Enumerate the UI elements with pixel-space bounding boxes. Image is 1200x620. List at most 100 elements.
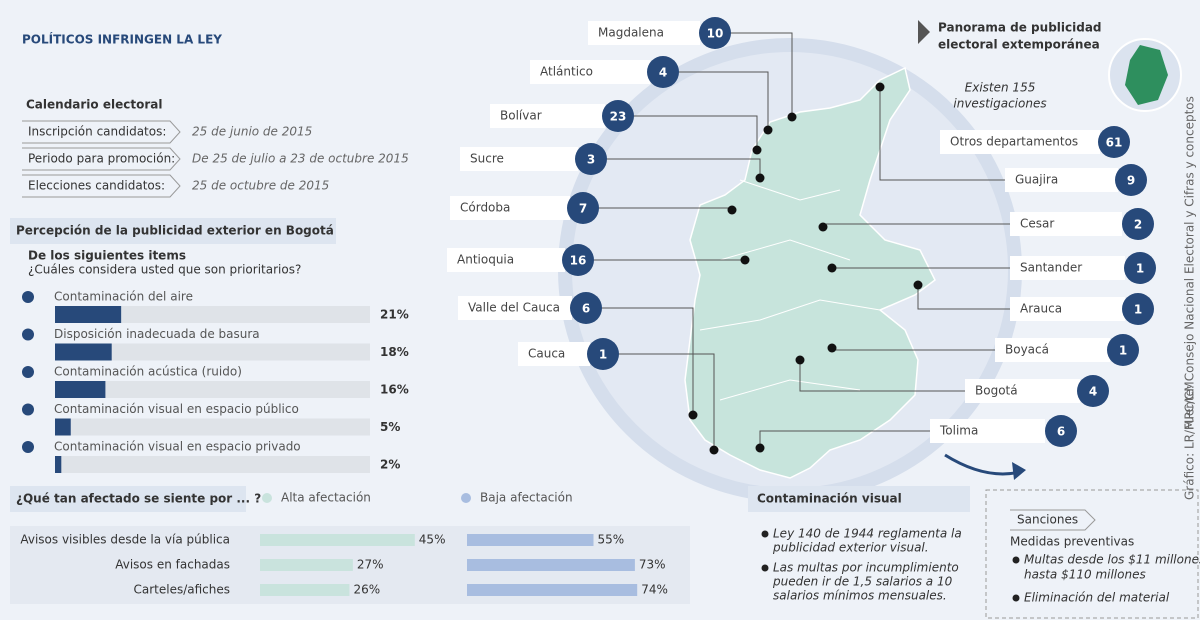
- department-count: 1: [1134, 303, 1142, 317]
- bar: [260, 559, 353, 571]
- map-dot: [763, 125, 773, 135]
- label-box: [995, 338, 1110, 362]
- department-name: Magdalena: [598, 26, 664, 40]
- department-count: 4: [659, 66, 667, 80]
- bullet: [1012, 556, 1020, 564]
- department-name: Córdoba: [460, 201, 510, 215]
- value-label: 2%: [380, 458, 400, 472]
- label-box: [518, 342, 590, 366]
- map-dot: [913, 280, 923, 290]
- legend-swatch: [461, 493, 471, 503]
- label-box: [1010, 297, 1125, 321]
- department-count: 1: [1136, 262, 1144, 276]
- sanctions-subtitle: Medidas preventivas: [1010, 535, 1134, 549]
- section-title: Calendario electoral: [26, 98, 162, 112]
- department-name: Tolima: [939, 424, 978, 438]
- department-name: Bolívar: [500, 109, 542, 123]
- bullet-text: salarios mínimos mensuales.: [773, 589, 947, 603]
- value-label: 27%: [357, 558, 384, 572]
- department-name: Atlántico: [540, 65, 593, 79]
- category-label: Disposición inadecuada de basura: [54, 327, 260, 341]
- category-label: Avisos en fachadas: [115, 558, 230, 572]
- map-borders: [699, 179, 881, 401]
- bullet: [22, 366, 34, 378]
- row-bracket: [22, 120, 181, 144]
- bullet-text: Multas desde los $11 millones: [1024, 553, 1200, 567]
- map-dot: [755, 443, 765, 453]
- tag-bracket: [1010, 509, 1096, 531]
- bar: [260, 534, 415, 546]
- map-dot: [818, 222, 828, 232]
- value-label: 45%: [419, 533, 446, 547]
- count-circle: [647, 56, 679, 88]
- total: Existen 155: [965, 81, 1036, 95]
- department-name: Arauca: [1020, 302, 1062, 316]
- category-label: Contaminación visual en espacio privado: [54, 440, 301, 454]
- department-count: 2: [1134, 218, 1142, 232]
- count-circle: [1098, 126, 1130, 158]
- calendar-label: Elecciones candidatos:: [28, 179, 165, 193]
- legend-label: Alta afectación: [281, 491, 371, 505]
- label-box: [1010, 256, 1125, 280]
- section-title: Contaminación visual: [757, 492, 902, 506]
- bullet-text: hasta $110 millones: [1024, 568, 1146, 582]
- bar: [55, 418, 71, 436]
- map-title-arrow: [918, 20, 930, 44]
- bullet: [22, 328, 34, 341]
- department-count: 1: [599, 348, 607, 362]
- category-label: Carteles/afiches: [133, 583, 230, 597]
- label-box: [588, 21, 700, 45]
- bullet: [22, 403, 34, 416]
- label-box: [530, 60, 650, 84]
- label-box: [460, 147, 578, 171]
- category-label: Contaminación del aire: [54, 290, 193, 304]
- bar-track: [55, 343, 370, 361]
- department-count: 10: [707, 27, 724, 41]
- count-circle: [1077, 375, 1109, 407]
- department-name: Cesar: [1020, 217, 1054, 231]
- question-head: De los siguientes items: [28, 249, 186, 263]
- department-count: 6: [582, 302, 590, 316]
- department-name: Guajira: [1015, 173, 1058, 187]
- count-circle: [570, 292, 602, 324]
- calendar-value: 25 de octubre de 2015: [192, 179, 329, 193]
- department-count: 16: [570, 254, 587, 268]
- bullet: [761, 564, 769, 572]
- count-circle: [567, 192, 599, 224]
- map-dot: [688, 410, 698, 420]
- bar: [55, 381, 106, 398]
- bar: [467, 534, 594, 546]
- count-circle: [1122, 293, 1154, 325]
- label-box: [490, 104, 605, 128]
- arrow: [944, 453, 1021, 476]
- bullet: [22, 441, 34, 453]
- bar: [55, 343, 112, 361]
- department-name: Santander: [1020, 261, 1082, 275]
- section-header: [10, 486, 246, 512]
- map-title: Panorama de publicidad: [938, 21, 1102, 35]
- label-box: [930, 419, 1045, 443]
- category-label: Contaminación visual en espacio público: [54, 402, 299, 416]
- department-name: Sucre: [470, 152, 504, 166]
- bar: [55, 306, 122, 323]
- value-label: 5%: [380, 420, 400, 434]
- calendar-value: De 25 de julio a 23 de octubre 2015: [192, 152, 409, 166]
- row-bracket: [22, 174, 181, 198]
- label-box: [940, 130, 1100, 154]
- legend-swatch: [262, 493, 272, 503]
- department-count: 9: [1127, 174, 1135, 188]
- arrow-head: [1012, 462, 1026, 480]
- map-dot: [709, 445, 719, 455]
- count-circle: [1122, 208, 1154, 240]
- value-label: 16%: [380, 383, 409, 397]
- bullet-text: publicidad exterior visual.: [772, 541, 929, 555]
- map-dot: [752, 145, 762, 155]
- bar-track: [55, 418, 370, 436]
- bar-track: [55, 306, 370, 323]
- credit: Gráfico: LR/MPC/CM: [1183, 381, 1197, 500]
- map-dot: [787, 112, 797, 122]
- bullet: [1012, 594, 1020, 602]
- count-circle: [575, 143, 607, 175]
